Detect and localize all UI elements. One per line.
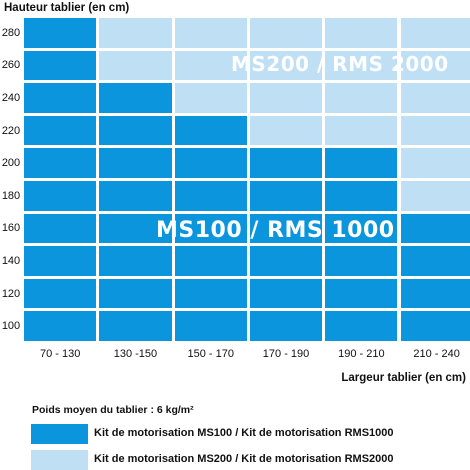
heatmap-cell bbox=[400, 278, 470, 309]
heatmap-cell bbox=[24, 213, 97, 244]
y-tick-label: 240 bbox=[1, 92, 21, 104]
chart-grid: 280 260 240 220 200 180 160 140 120 100 70 - 130 13… bbox=[1, 18, 470, 360]
zone-label-ms200: MS200 / RMS 2000 bbox=[231, 52, 449, 76]
heatmap-cell bbox=[174, 115, 247, 146]
x-tick-label: 210 - 240 bbox=[413, 348, 460, 360]
legend-swatch-ms200 bbox=[31, 450, 88, 470]
heatmap-cell bbox=[174, 311, 247, 341]
heatmap-cell bbox=[174, 246, 247, 276]
heatmap-cell bbox=[249, 50, 323, 81]
heatmap-cell bbox=[400, 50, 470, 81]
heatmap-cell bbox=[249, 115, 323, 146]
legend-label-ms200: Kit de motorisation MS200 / Kit de motor… bbox=[94, 453, 394, 465]
heatmap-cell bbox=[249, 278, 323, 309]
y-tick-label: 160 bbox=[1, 222, 21, 235]
heatmap-cell bbox=[325, 148, 398, 178]
y-tick-label: 140 bbox=[1, 255, 21, 267]
heatmap-cell bbox=[400, 115, 470, 146]
x-axis-title: Largeur tablier (en cm) bbox=[341, 372, 466, 384]
heatmap-cell bbox=[99, 148, 172, 178]
heatmap-cell bbox=[249, 148, 323, 178]
heatmap-cell bbox=[249, 181, 323, 211]
heatmap-cell bbox=[400, 181, 470, 211]
heatmap-cell bbox=[249, 311, 323, 341]
y-tick-label: 120 bbox=[1, 287, 21, 300]
heatmap-cell bbox=[325, 18, 398, 48]
y-tick-label: 200 bbox=[1, 157, 21, 170]
heatmap-cell bbox=[24, 50, 97, 81]
x-tick-label: 190 - 210 bbox=[338, 348, 385, 360]
heatmap-cell bbox=[99, 246, 172, 276]
heatmap-cell bbox=[99, 278, 172, 309]
heatmap-cell bbox=[24, 115, 97, 146]
heatmap-cell bbox=[325, 246, 398, 276]
heatmap-cell bbox=[99, 213, 172, 244]
heatmap-cell bbox=[174, 278, 247, 309]
heatmap-cell bbox=[99, 181, 172, 211]
heatmap-cell bbox=[99, 115, 172, 146]
heatmap-cell bbox=[325, 181, 398, 211]
x-tick-label: 70 - 130 bbox=[39, 348, 81, 360]
heatmap-cell bbox=[325, 311, 398, 341]
x-tick-label: 150 - 170 bbox=[187, 348, 234, 360]
legend-swatch-ms100 bbox=[31, 424, 88, 444]
heatmap-cell bbox=[174, 18, 247, 48]
heatmap-cell bbox=[400, 83, 470, 113]
y-tick-label: 180 bbox=[1, 189, 21, 202]
y-tick-label: 260 bbox=[1, 59, 21, 72]
x-tick-label: 170 - 190 bbox=[262, 348, 310, 360]
heatmap-cell bbox=[325, 278, 398, 309]
heatmap-cell bbox=[174, 148, 247, 178]
heatmap-cell bbox=[400, 18, 470, 48]
y-tick-label: 220 bbox=[1, 124, 21, 137]
weight-note: Poids moyen du tablier : 6 kg/m² bbox=[32, 404, 194, 416]
heatmap-cell bbox=[325, 213, 398, 244]
heatmap-cell bbox=[99, 83, 172, 113]
heatmap-cell bbox=[249, 246, 323, 276]
heatmap-cell bbox=[24, 18, 97, 48]
x-tick-label: 130 -150 bbox=[113, 348, 158, 360]
heatmap-cell bbox=[174, 83, 247, 113]
y-tick-label: 100 bbox=[1, 320, 21, 333]
heatmap-cell bbox=[174, 50, 247, 81]
heatmap-cell bbox=[24, 181, 97, 211]
heatmap-cell bbox=[249, 83, 323, 113]
heatmap-cell bbox=[249, 18, 323, 48]
heatmap-cell bbox=[400, 246, 470, 276]
heatmap-cell bbox=[24, 83, 97, 113]
heatmap-cell bbox=[174, 181, 247, 211]
heatmap-cell bbox=[174, 213, 247, 244]
y-axis-title: Hauteur tablier (en cm) bbox=[4, 2, 130, 14]
zone-label-ms100: MS100 / RMS 1000 bbox=[156, 218, 395, 243]
heatmap-cell bbox=[24, 148, 97, 178]
heatmap-cell bbox=[400, 148, 470, 178]
heatmap-cell bbox=[24, 311, 97, 341]
legend-label-ms100: Kit de motorisation MS100 / Kit de motor… bbox=[94, 427, 394, 439]
heatmap-cell bbox=[400, 311, 470, 341]
heatmap-cell bbox=[99, 50, 172, 81]
heatmap-cell bbox=[400, 213, 470, 244]
y-tick-label: 280 bbox=[1, 26, 21, 39]
heatmap-cell bbox=[249, 213, 323, 244]
heatmap-cell bbox=[325, 50, 398, 81]
heatmap-cell bbox=[99, 311, 172, 341]
heatmap-cell bbox=[24, 278, 97, 309]
heatmap-cell bbox=[99, 18, 172, 48]
heatmap-cell bbox=[325, 115, 398, 146]
heatmap-cell bbox=[325, 83, 398, 113]
heatmap-cell bbox=[24, 246, 97, 276]
